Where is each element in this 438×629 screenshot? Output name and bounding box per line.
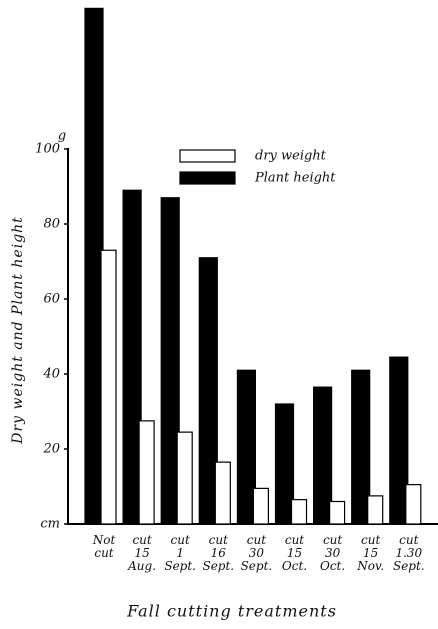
plant-height-bar (313, 386, 333, 525)
x-tick-label: cut 15 Aug. (128, 533, 157, 573)
dry-weight-bar (405, 484, 422, 525)
x-tick-label: cut 15 Oct. (281, 533, 308, 573)
dry-weight-bar (100, 249, 117, 525)
dry-weight-bar (214, 461, 231, 525)
x-tick-label: cut 15 Nov. (357, 533, 385, 573)
x-tick-label: cut 30 Oct. (319, 533, 346, 573)
y-axis-label: Dry weight and Plant height (10, 216, 26, 445)
x-tick-label: cut 16 Sept. (202, 533, 235, 573)
plant-height-bar (198, 257, 218, 525)
dry-weight-bar (176, 431, 193, 525)
dry-weight-bar (290, 499, 308, 525)
x-tick-label: cut 1 Sept. (164, 533, 196, 573)
legend-label: Plant height (254, 171, 336, 186)
legend-swatch (179, 149, 236, 163)
x-axis-label: Fall cutting treatments (126, 602, 337, 621)
dry-weight-bar (367, 495, 384, 525)
y-tick-label: cm (40, 517, 60, 532)
plant-height-bar (160, 197, 180, 525)
y-tick-label: 20 (42, 442, 60, 457)
y-tick-label: 80 (43, 217, 60, 232)
y-tick-label: 60 (43, 292, 60, 307)
legend-swatch (179, 171, 236, 185)
plant-height-bar (236, 369, 256, 525)
legend-label: dry weight (255, 149, 327, 164)
dry-weight-bar (252, 487, 269, 525)
plant-height-bar (84, 7, 104, 525)
y-tick-label: 40 (42, 367, 60, 382)
y-tick-label: 100 (35, 142, 60, 157)
y-unit: g (58, 129, 66, 144)
plant-height-bar (389, 356, 409, 525)
plant-height-bar (122, 189, 142, 525)
dry-weight-bar (329, 500, 346, 525)
x-tick-label: cut 30 Sept. (240, 533, 273, 573)
plant-height-bar (351, 369, 371, 525)
dry-weight-bar (138, 420, 155, 525)
plant-height-bar (274, 403, 295, 525)
x-tick-label: cut 1.30 Sept. (392, 533, 425, 573)
x-tick-label: Not cut (92, 533, 116, 560)
